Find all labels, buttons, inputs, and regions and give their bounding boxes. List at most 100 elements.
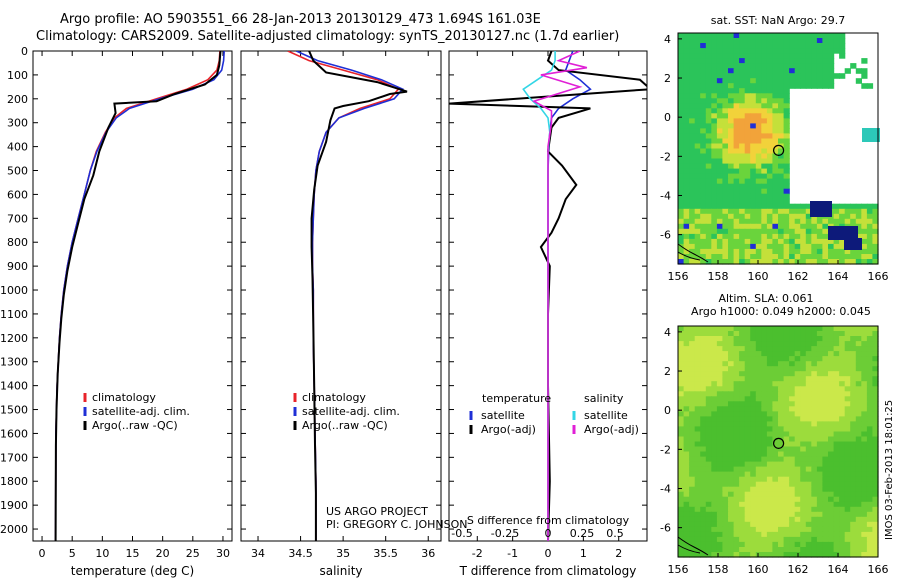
sst_map-cell — [766, 218, 774, 225]
sst_map-cell — [744, 33, 751, 39]
sla_map-cell — [816, 451, 824, 458]
sla_map-cell — [678, 481, 685, 488]
sst_map-cell — [755, 113, 762, 119]
sst_map-cell — [705, 83, 712, 89]
sla_map-cell — [711, 411, 718, 417]
sla_map-cell — [850, 341, 857, 347]
sla_map-cell — [694, 331, 701, 337]
sla_map-cell — [722, 521, 729, 528]
sst_map-cell — [728, 203, 735, 210]
sla_map-cell — [772, 552, 779, 558]
sst_map-cell — [839, 243, 846, 250]
sst_map-cell — [739, 128, 746, 134]
sla_map-cell — [861, 506, 868, 513]
sst_map-cell — [705, 108, 712, 114]
sla_map-cell — [783, 351, 790, 357]
sst_map-cell — [766, 143, 774, 150]
sst_map-cell — [689, 63, 696, 69]
sst_map-cell — [733, 103, 740, 109]
sla_map-cell — [789, 351, 796, 357]
sst_map-cell — [828, 218, 835, 225]
sla_map-cell — [855, 421, 862, 427]
sst_map-cell — [716, 58, 724, 64]
sst_map-cell — [700, 153, 707, 160]
sla_map-cell — [750, 486, 757, 493]
depth-tick-label: 500 — [7, 165, 28, 178]
sst_map-cell — [689, 243, 696, 250]
sst_map-cell — [844, 213, 851, 220]
sst_map-cell — [761, 143, 768, 150]
sla_map-cell — [722, 451, 729, 458]
sla_map-cell — [839, 456, 846, 463]
sla_map-cell — [694, 436, 701, 443]
sla_map-cell — [761, 466, 768, 473]
sla_map-ytick-label: -4 — [660, 482, 671, 495]
sla_map-cell — [805, 456, 812, 463]
sla_map-cell — [833, 506, 840, 513]
sla_map-cell — [833, 436, 840, 443]
sst_map-cell — [694, 123, 701, 129]
sst_map-cell — [766, 138, 774, 145]
sla_map-cell — [728, 441, 735, 448]
sla_map-cell — [872, 381, 879, 387]
sst_map-cell — [833, 238, 840, 245]
sla_map-cell — [755, 496, 762, 503]
sla_map-cell — [705, 366, 712, 372]
sla_map-cell — [711, 476, 718, 483]
sla_map-cell — [778, 396, 785, 402]
sla_map-cell — [689, 331, 696, 337]
sst_map-cell — [739, 88, 746, 94]
sst_map-cell — [739, 158, 746, 165]
sla_map-cell — [800, 376, 807, 382]
sst_map-cell — [705, 233, 712, 240]
sla_map-cell — [822, 541, 829, 548]
sla_map-cell — [728, 386, 735, 392]
sla_map-cell — [789, 356, 796, 362]
sla_map-cell — [733, 336, 740, 342]
sla_map-cell — [728, 391, 735, 397]
sst_map-cell — [866, 233, 874, 240]
sla_map-cell — [839, 381, 846, 387]
sla_map-cell — [766, 416, 774, 422]
sst_map-cell — [783, 83, 790, 89]
sla_map-cell — [761, 356, 768, 362]
sst_map-cell — [805, 223, 812, 230]
sla_map-cell — [872, 446, 879, 453]
sst_map-cell — [750, 213, 757, 220]
sst_map-cell — [678, 88, 685, 94]
sla_map-cell — [722, 366, 729, 372]
sla_map-cell — [789, 401, 796, 407]
sla_map-cell — [828, 552, 835, 558]
sst_map-cell — [778, 128, 785, 134]
sla_map-cell — [700, 446, 707, 453]
sla_map-cell — [766, 521, 774, 528]
sst_map-cell — [778, 113, 785, 119]
sla_map-cell — [711, 547, 718, 553]
sla_map-cell — [711, 381, 718, 387]
sla_map-cell — [778, 351, 785, 357]
sla_map-cell — [861, 371, 868, 377]
sla_map-cell — [783, 476, 790, 483]
sst_map-cell — [694, 138, 701, 145]
sla_map-cell — [855, 401, 862, 407]
sst_map-cell — [772, 138, 779, 145]
sst_map-cell — [716, 243, 724, 250]
sla_map-cell — [789, 446, 796, 453]
sla_map-cell — [728, 481, 735, 488]
sst_map-cell — [728, 78, 735, 84]
sla_map-cell — [694, 491, 701, 498]
sla_map-cell — [750, 431, 757, 438]
sla_map-cell — [816, 521, 824, 528]
sla_map-cell — [733, 406, 740, 412]
sst_map-cell — [711, 213, 718, 220]
sst_map-cell — [761, 68, 768, 74]
sla_map-cell — [789, 506, 796, 513]
sla_map-cell — [700, 346, 707, 352]
sst_map-cell — [750, 148, 757, 155]
sst_map-cell — [700, 83, 707, 89]
sla_map-cell — [816, 456, 824, 463]
sla_map-cell — [678, 547, 685, 553]
sla_map-cell — [872, 361, 879, 367]
sst_map-cell — [678, 68, 685, 74]
sst_map-cell — [705, 113, 712, 119]
